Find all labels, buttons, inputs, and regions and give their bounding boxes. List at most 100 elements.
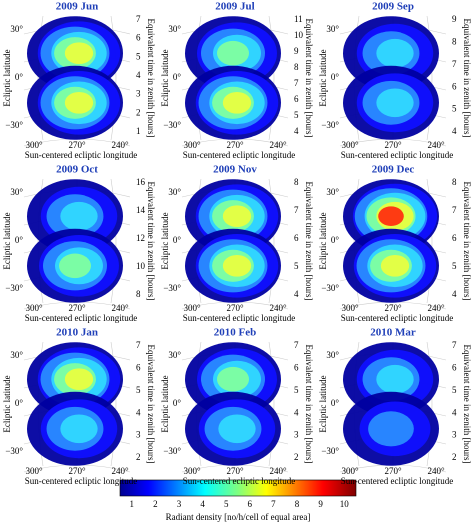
x-axis-label: Sun-centered ecliptic longitude [25,476,137,486]
x-tick-label: 300° [341,466,359,476]
x-tick-label: 240° [111,303,129,313]
panel: 2009 Jun Ecliptic latitude 30° 0° −30° 7 6 5 4 3 2… [2,1,156,161]
y2-tick-label: 9 [452,14,457,24]
y2-tick-label: 6 [294,94,299,104]
y2-tick-label: 10 [294,30,304,40]
y2-axis-label: Equivalent time in zenith [hours] [146,345,156,464]
colorbar-tick-label: 9 [318,499,323,509]
panel-title: 2009 Oct [56,164,98,176]
panel-title: 2009 Jun [56,1,99,13]
y2-axis-label: Equivalent time in zenith [hours] [304,182,314,301]
x-tick-label: 300° [25,140,43,150]
y2-tick-label: 11 [294,14,303,24]
y-tick-label: 30° [326,350,339,360]
y2-tick-label: 5 [452,261,457,271]
y2-axis-label: Equivalent time in zenith [hours] [462,19,472,138]
colorbar-tick-label: 6 [248,499,253,509]
y-tick-label: −30° [5,120,23,130]
y2-tick-label: 5 [452,385,457,395]
x-tick-label: 270° [68,140,86,150]
y-axis-label: Ecliptic latitude [160,375,170,432]
colorbar-tick-label: 4 [200,499,205,509]
y2-tick-label: 7 [294,78,299,88]
y-tick-label: 30° [168,24,181,34]
panel-title: 2009 Dec [372,164,415,176]
x-tick-label: 240° [111,466,129,476]
x-tick-label: 300° [183,466,201,476]
y2-tick-label: 7 [294,205,299,215]
colorbar-tick-label: 3 [177,499,182,509]
y-tick-label: −30° [5,283,23,293]
y2-tick-label: 7 [452,340,457,350]
y2-tick-label: 7 [294,340,299,350]
y2-axis-label: Equivalent time in zenith [hours] [462,345,472,464]
y2-axis-label: Equivalent time in zenith [hours] [304,345,314,464]
y2-tick-label: 8 [294,62,299,72]
y-tick-label: 0° [331,72,340,82]
x-tick-label: 240° [269,140,287,150]
y2-axis-label: Equivalent time in zenith [hours] [146,19,156,138]
y2-tick-label: 6 [452,362,457,372]
y2-tick-label: 3 [294,430,299,440]
x-tick-label: 240° [269,303,287,313]
density-contour [222,254,252,277]
y2-tick-label: 4 [294,407,299,417]
y2-tick-label: 6 [294,233,299,243]
density-contour [218,414,256,444]
density-contour [222,91,252,114]
y-tick-label: 0° [15,72,24,82]
y-tick-label: 0° [173,398,182,408]
x-tick-label: 270° [384,466,402,476]
y2-axis-label: Equivalent time in zenith [hours] [304,19,314,138]
x-tick-label: 240° [111,140,129,150]
y-tick-label: 30° [168,350,181,360]
panel-title: 2009 Jul [215,1,254,13]
y-tick-label: 30° [326,187,339,197]
y-tick-label: −30° [321,283,339,293]
density-contour [64,368,94,391]
density-contour [64,91,94,114]
x-tick-label: 270° [384,303,402,313]
y2-tick-label: 4 [452,289,457,299]
colorbar-label: Radiant density [no/h/cell of equal area… [166,512,311,522]
panel: 2010 Mar Ecliptic latitude 30° 0° −30° 7 6 5 4 3 2… [318,327,472,487]
y2-tick-label: 14 [136,205,146,215]
panel-title: 2010 Jan [56,327,98,339]
density-contour [222,205,252,228]
y2-tick-label: 6 [452,233,457,243]
y-axis-label: Ecliptic latitude [318,375,328,432]
y2-tick-label: 6 [136,362,141,372]
grid-line [268,15,275,141]
grid-line [110,341,117,467]
y-tick-label: 30° [10,24,23,34]
colorbar [119,479,357,497]
panel: 2010 Jan Ecliptic latitude 30° 0° −30° 7 6 5 4 3 2… [2,327,156,487]
panel: 2010 Feb Ecliptic latitude 30° 0° −30° 7 6 5 4 3 2… [160,327,314,487]
colorbar-tick-label: 10 [340,499,350,509]
grid-line [426,15,433,141]
colorbar-tick-label: 7 [271,499,276,509]
y2-tick-label: 9 [294,46,299,56]
x-tick-label: 270° [68,466,86,476]
y2-tick-label: 4 [452,407,457,417]
panel: 2009 Sep Ecliptic latitude 30° 0° −30° 9 8 7 6 5 4… [318,1,472,161]
y-axis-label: Ecliptic latitude [2,212,12,269]
x-tick-label: 300° [25,466,43,476]
y-axis-label: Ecliptic latitude [160,212,170,269]
y-tick-label: 30° [168,187,181,197]
colorbar-tick-label: 8 [295,499,300,509]
y-tick-label: −30° [163,120,181,130]
x-axis-label: Sun-centered ecliptic longitude [341,150,453,160]
y2-tick-label: 10 [136,261,146,271]
y2-tick-label: 2 [136,452,141,462]
density-contour [376,38,414,68]
y-tick-label: −30° [163,283,181,293]
x-tick-label: 300° [183,303,201,313]
grid-line [110,178,117,304]
y2-tick-label: 4 [294,289,299,299]
x-tick-label: 270° [226,140,244,150]
y2-tick-label: 5 [294,110,299,120]
grid-line [268,341,275,467]
y-tick-label: 30° [326,24,339,34]
